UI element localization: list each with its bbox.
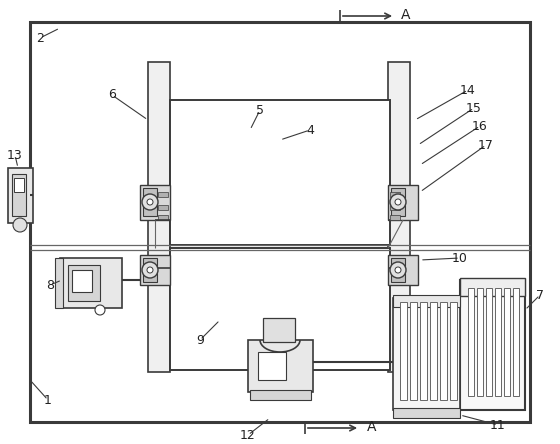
Circle shape bbox=[395, 267, 401, 273]
Circle shape bbox=[390, 262, 406, 278]
Circle shape bbox=[390, 194, 406, 210]
Text: 6: 6 bbox=[108, 88, 116, 102]
Text: 17: 17 bbox=[478, 139, 494, 151]
Circle shape bbox=[95, 305, 105, 315]
Circle shape bbox=[147, 199, 153, 205]
Circle shape bbox=[395, 199, 401, 205]
Bar bbox=[393, 408, 460, 418]
Text: 13: 13 bbox=[7, 148, 23, 162]
Bar bbox=[390, 192, 400, 197]
Text: 1: 1 bbox=[44, 393, 52, 407]
Bar bbox=[55, 258, 63, 308]
Bar bbox=[513, 288, 519, 396]
Text: 8: 8 bbox=[46, 278, 54, 292]
Text: 14: 14 bbox=[460, 83, 476, 96]
Text: A: A bbox=[367, 420, 377, 434]
Bar bbox=[140, 255, 170, 285]
Bar bbox=[391, 258, 405, 282]
Bar bbox=[388, 62, 410, 372]
Bar bbox=[143, 188, 157, 216]
Bar bbox=[495, 288, 501, 396]
Bar bbox=[393, 295, 460, 307]
Bar bbox=[250, 390, 311, 400]
Bar bbox=[12, 174, 26, 216]
Text: 15: 15 bbox=[466, 102, 482, 115]
Text: 4: 4 bbox=[306, 123, 314, 136]
Bar bbox=[72, 270, 92, 292]
Circle shape bbox=[142, 194, 158, 210]
Bar bbox=[258, 352, 286, 380]
Bar bbox=[410, 302, 417, 400]
Bar bbox=[8, 168, 33, 223]
Bar bbox=[60, 258, 122, 308]
Bar bbox=[170, 100, 390, 245]
Text: 16: 16 bbox=[472, 119, 488, 132]
Bar bbox=[420, 302, 427, 400]
Bar bbox=[477, 288, 483, 396]
Bar bbox=[14, 178, 24, 192]
Bar bbox=[391, 188, 405, 216]
Bar bbox=[170, 248, 390, 370]
Circle shape bbox=[13, 218, 27, 232]
Bar bbox=[158, 205, 168, 210]
Bar bbox=[460, 278, 525, 296]
Text: 12: 12 bbox=[240, 428, 256, 441]
Bar bbox=[158, 192, 168, 197]
Bar bbox=[143, 258, 157, 282]
Bar bbox=[388, 185, 418, 220]
Text: A: A bbox=[402, 8, 410, 22]
Text: 7: 7 bbox=[536, 289, 544, 301]
Text: 9: 9 bbox=[196, 333, 204, 346]
Bar bbox=[148, 62, 170, 372]
Bar bbox=[158, 215, 168, 220]
Bar bbox=[68, 265, 100, 301]
Bar bbox=[140, 185, 170, 220]
Bar bbox=[450, 302, 457, 400]
Circle shape bbox=[142, 262, 158, 278]
Bar bbox=[440, 302, 447, 400]
Bar bbox=[390, 205, 400, 210]
Text: 5: 5 bbox=[256, 103, 264, 116]
Text: 10: 10 bbox=[452, 251, 468, 265]
Bar bbox=[248, 340, 313, 392]
Bar bbox=[30, 22, 530, 422]
Bar bbox=[390, 215, 400, 220]
Bar bbox=[393, 298, 460, 410]
Bar bbox=[460, 280, 525, 410]
Circle shape bbox=[147, 267, 153, 273]
Bar bbox=[388, 255, 418, 285]
Bar bbox=[400, 302, 407, 400]
Text: 2: 2 bbox=[36, 32, 44, 44]
Bar bbox=[504, 288, 510, 396]
Bar bbox=[263, 318, 295, 342]
Bar bbox=[468, 288, 474, 396]
Bar bbox=[486, 288, 492, 396]
Text: 11: 11 bbox=[490, 419, 506, 432]
Bar bbox=[430, 302, 437, 400]
